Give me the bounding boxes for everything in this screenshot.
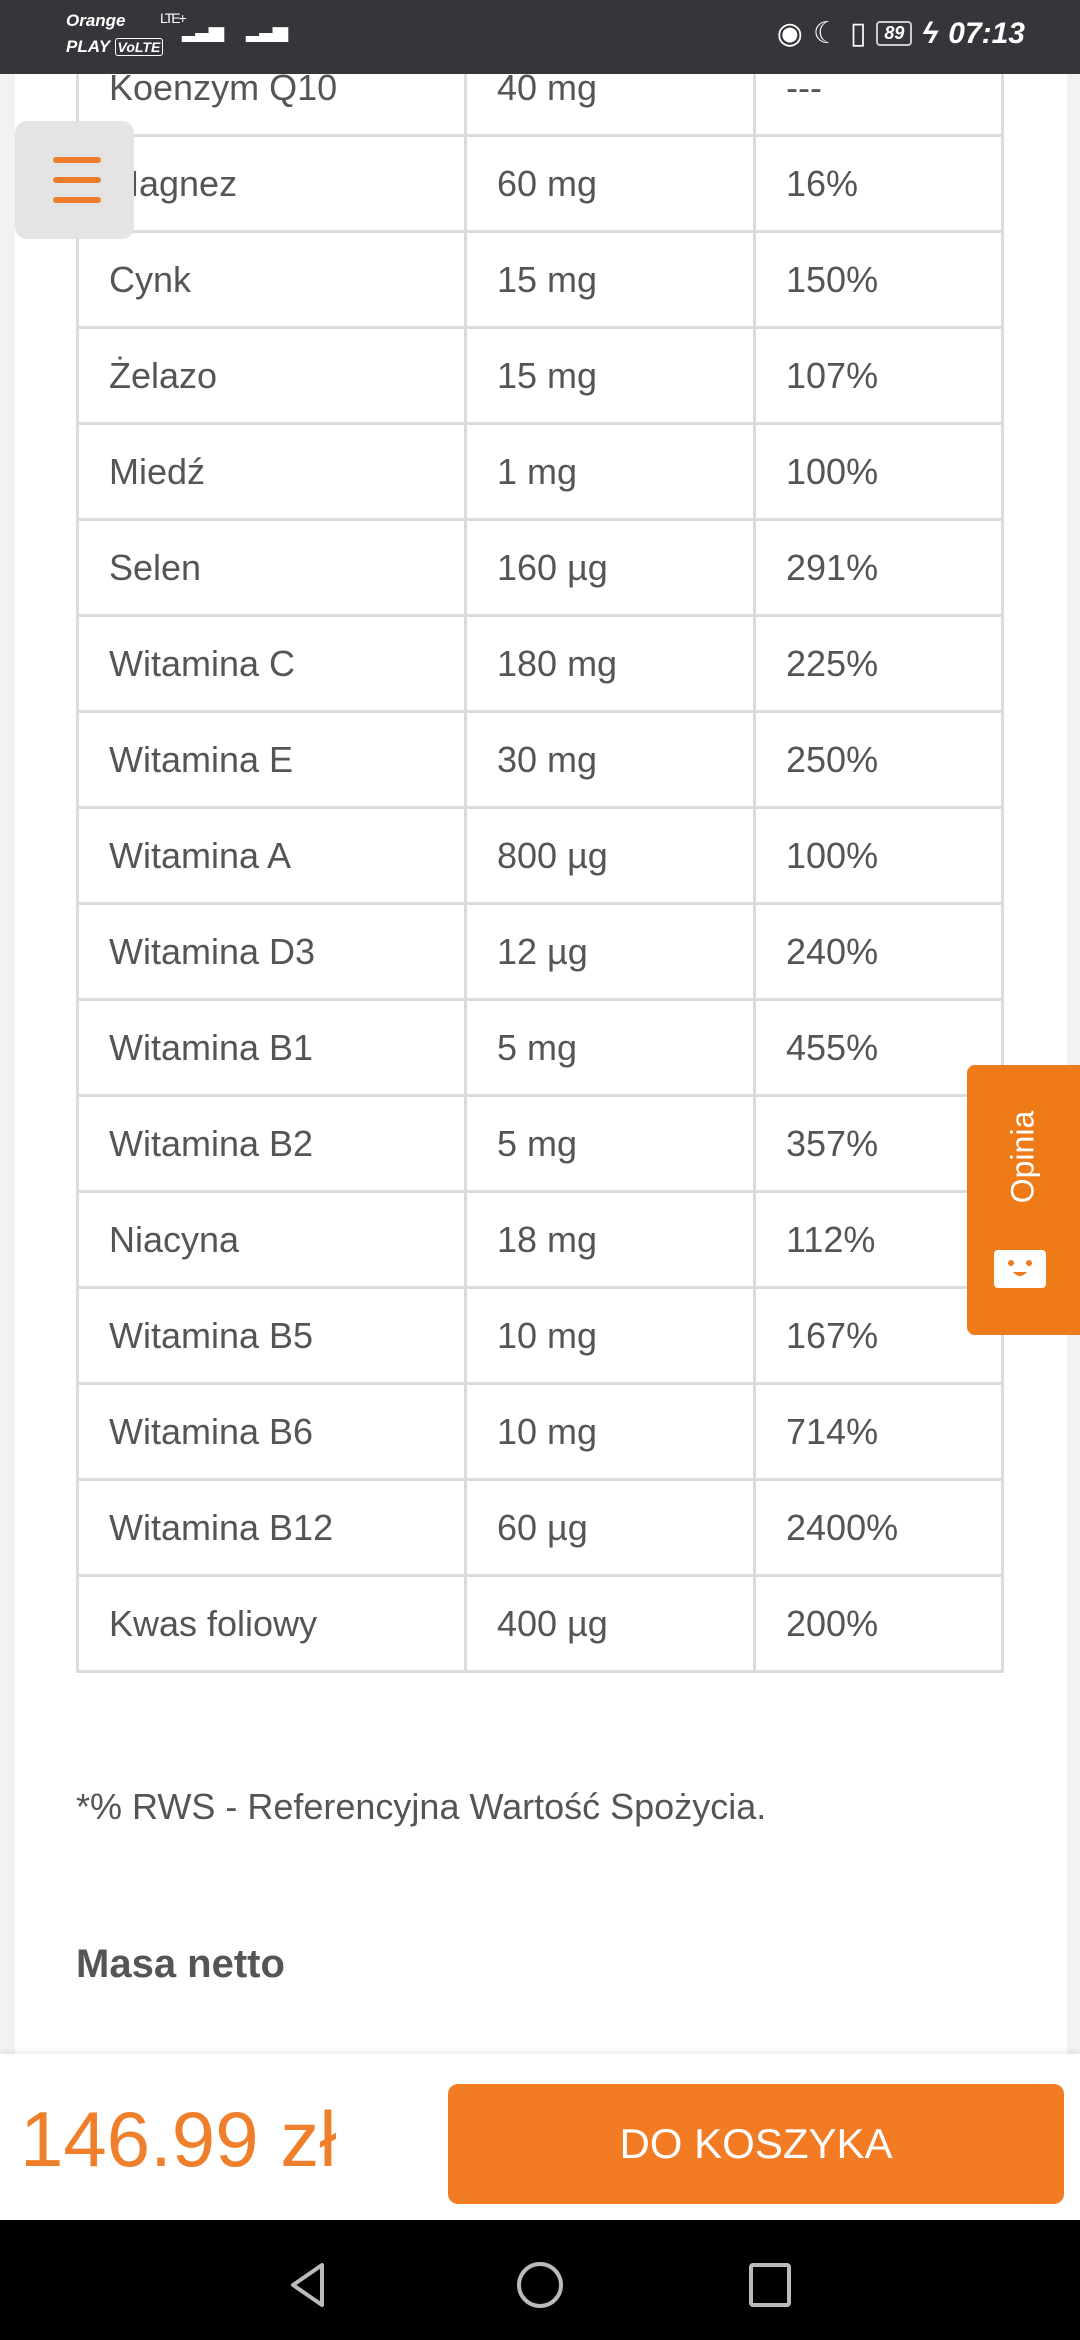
nutrient-rws: 357% bbox=[753, 1094, 1004, 1193]
table-row: Witamina B1 5 mg 455% bbox=[76, 998, 1004, 1097]
signal-icon: ▂▃▅ bbox=[182, 20, 224, 42]
table-row: Witamina A 800 µg 100% bbox=[76, 806, 1004, 905]
nutrient-rws: 2400% bbox=[753, 1478, 1004, 1577]
nutrient-amount: 60 µg bbox=[464, 1478, 756, 1577]
nutrient-name: Witamina A bbox=[76, 806, 467, 905]
signal-icon-2: ▂▃▅ bbox=[246, 20, 288, 42]
nutrient-amount: 12 µg bbox=[464, 902, 756, 1001]
menu-button[interactable] bbox=[15, 121, 134, 239]
feedback-tab[interactable]: Opinia bbox=[967, 1065, 1080, 1335]
nutrient-name: Witamina E bbox=[76, 710, 467, 809]
moon-icon: ☾ bbox=[812, 17, 840, 50]
nutrient-name: Selen bbox=[76, 518, 467, 617]
table-row: Magnez 60 mg 16% bbox=[76, 134, 1004, 233]
table-row: Miedź 1 mg 100% bbox=[76, 422, 1004, 521]
table-row: Żelazo 15 mg 107% bbox=[76, 326, 1004, 425]
status-icons: ◉ ☾ ▯ 89 ϟ 07:13 bbox=[777, 16, 1025, 51]
smiley-chat-icon bbox=[994, 1250, 1046, 1288]
nutrient-rws: 291% bbox=[753, 518, 1004, 617]
nutrient-rws: 112% bbox=[753, 1190, 1004, 1289]
nutrient-amount: 10 mg bbox=[464, 1382, 756, 1481]
hamburger-icon bbox=[53, 157, 101, 163]
nutrient-rws: 714% bbox=[753, 1382, 1004, 1481]
home-icon[interactable] bbox=[515, 2260, 565, 2310]
nutrient-amount: 30 mg bbox=[464, 710, 756, 809]
table-row: Kwas foliowy 400 µg 200% bbox=[76, 1574, 1004, 1673]
carrier-name-2: PLAY bbox=[66, 37, 110, 56]
add-to-cart-button[interactable]: DO KOSZYKA bbox=[448, 2084, 1064, 2204]
nutrient-amount: 1 mg bbox=[464, 422, 756, 521]
eye-icon: ◉ bbox=[776, 17, 803, 50]
nutrient-name: Witamina B5 bbox=[76, 1286, 467, 1385]
network-type: LTE+ bbox=[160, 10, 187, 26]
volte-badge: VoLTE bbox=[114, 38, 164, 56]
nutrient-name: Witamina C bbox=[76, 614, 467, 713]
nutrient-name: Witamina B2 bbox=[76, 1094, 467, 1193]
nutrient-rws: 167% bbox=[753, 1286, 1004, 1385]
nutrient-rws: 240% bbox=[753, 902, 1004, 1001]
nutrient-amount: 160 µg bbox=[464, 518, 756, 617]
feedback-label: Opinia bbox=[1004, 1110, 1041, 1204]
table-row: Witamina D3 12 µg 240% bbox=[76, 902, 1004, 1001]
nutrient-amount: 400 µg bbox=[464, 1574, 756, 1673]
nutrient-amount: 5 mg bbox=[464, 998, 756, 1097]
battery-icon: 89 bbox=[876, 21, 913, 46]
nutrient-rws: 107% bbox=[753, 326, 1004, 425]
table-row: Witamina C 180 mg 225% bbox=[76, 614, 1004, 713]
table-row: Cynk 15 mg 150% bbox=[76, 230, 1004, 329]
nutrient-name: Magnez bbox=[76, 134, 467, 233]
nutrient-amount: 15 mg bbox=[464, 230, 756, 329]
status-bar: Orange PLAY VoLTE LTE+ ▂▃▅ ▂▃▅ ◉ ☾ ▯ 89 … bbox=[0, 0, 1080, 74]
nutrient-rws: 16% bbox=[753, 134, 1004, 233]
nutrient-name: Kwas foliowy bbox=[76, 1574, 467, 1673]
nutrient-rws: 455% bbox=[753, 998, 1004, 1097]
section-heading: Masa netto bbox=[76, 1942, 285, 1986]
nutrient-name: Cynk bbox=[76, 230, 467, 329]
nutrient-amount: 60 mg bbox=[464, 134, 756, 233]
navigation-bar bbox=[0, 2220, 1080, 2340]
table-row: Witamina B2 5 mg 357% bbox=[76, 1094, 1004, 1193]
nutrient-rws: 100% bbox=[753, 422, 1004, 521]
nutrient-name: Niacyna bbox=[76, 1190, 467, 1289]
clock: 07:13 bbox=[948, 16, 1025, 50]
nutrient-name: Witamina B6 bbox=[76, 1382, 467, 1481]
table-row: Niacyna 18 mg 112% bbox=[76, 1190, 1004, 1289]
charging-icon: ϟ bbox=[922, 16, 939, 50]
nutrient-name: Witamina D3 bbox=[76, 902, 467, 1001]
nutrient-rws: 250% bbox=[753, 710, 1004, 809]
table-row: Selen 160 µg 291% bbox=[76, 518, 1004, 617]
nutrition-table: Koenzym Q10 40 mg --- Magnez 60 mg 16% Cynk 15 … bbox=[76, 38, 1004, 1673]
nutrient-rws: 200% bbox=[753, 1574, 1004, 1673]
back-icon[interactable] bbox=[285, 2260, 335, 2310]
vibrate-icon: ▯ bbox=[849, 17, 867, 50]
nutrient-rws: 225% bbox=[753, 614, 1004, 713]
nutrient-name: Witamina B12 bbox=[76, 1478, 467, 1577]
nutrient-amount: 10 mg bbox=[464, 1286, 756, 1385]
carrier-name: Orange bbox=[66, 11, 126, 30]
hamburger-icon-line bbox=[53, 177, 101, 183]
nutrient-amount: 5 mg bbox=[464, 1094, 756, 1193]
nutrient-rws: 150% bbox=[753, 230, 1004, 329]
nutrient-amount: 800 µg bbox=[464, 806, 756, 905]
table-row: Witamina E 30 mg 250% bbox=[76, 710, 1004, 809]
table-row: Witamina B5 10 mg 167% bbox=[76, 1286, 1004, 1385]
recents-icon[interactable] bbox=[745, 2260, 795, 2310]
nutrient-rws: 100% bbox=[753, 806, 1004, 905]
nutrient-amount: 15 mg bbox=[464, 326, 756, 425]
table-row: Witamina B12 60 µg 2400% bbox=[76, 1478, 1004, 1577]
nutrient-amount: 18 mg bbox=[464, 1190, 756, 1289]
bottom-bar: 146.99 zł DO KOSZYKA bbox=[0, 2054, 1080, 2220]
nutrient-name: Miedź bbox=[76, 422, 467, 521]
nutrient-name: Witamina B1 bbox=[76, 998, 467, 1097]
hamburger-icon-line bbox=[53, 197, 101, 203]
nutrient-name: Żelazo bbox=[76, 326, 467, 425]
price: 146.99 zł bbox=[20, 2095, 337, 2183]
carrier: Orange PLAY VoLTE bbox=[66, 8, 164, 60]
footnote: *% RWS - Referencyjna Wartość Spożycia. bbox=[76, 1786, 767, 1827]
table-row: Witamina B6 10 mg 714% bbox=[76, 1382, 1004, 1481]
nutrient-amount: 180 mg bbox=[464, 614, 756, 713]
